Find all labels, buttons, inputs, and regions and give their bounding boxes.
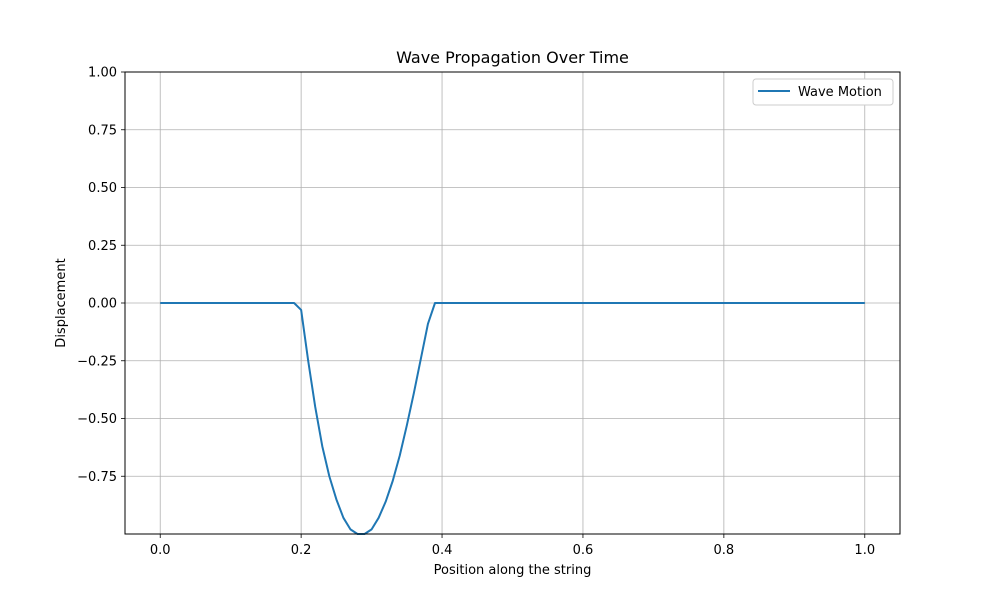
y-axis-title: Displacement [54, 258, 69, 347]
y-tick-label: 1.00 [88, 66, 117, 81]
legend-label-wave-motion: Wave Motion [798, 85, 882, 100]
y-tick-label: 0.25 [88, 239, 117, 254]
y-tick-label: 0.50 [88, 181, 117, 196]
legend-box [752, 78, 894, 106]
legend: Wave Motion [752, 78, 894, 106]
y-tick-label: 0.00 [88, 297, 117, 312]
x-tick-label: 0.8 [714, 543, 735, 558]
x-tick-label: 0.6 [573, 543, 594, 558]
y-tick-label: −0.50 [77, 412, 117, 427]
x-tick-label: 0.2 [291, 543, 312, 558]
y-tick-label: −0.25 [77, 354, 117, 369]
x-axis-title: Position along the string [434, 563, 592, 578]
series-line-wave-motion [160, 302, 865, 535]
x-tick-label: 0.4 [432, 543, 453, 558]
series-layer [160, 302, 865, 535]
x-tick-label: 0.0 [150, 543, 171, 558]
x-tick-label: 1.0 [854, 543, 875, 558]
y-tick-label: 0.75 [88, 123, 117, 138]
y-tick-label: −0.75 [77, 470, 117, 485]
ticks: 0.0 0.2 0.4 0.6 0.8 1.0 −0.75 −0.50 −0.25 0.00 0.2… [77, 66, 875, 559]
chart-title: Wave Propagation Over Time [396, 48, 629, 67]
